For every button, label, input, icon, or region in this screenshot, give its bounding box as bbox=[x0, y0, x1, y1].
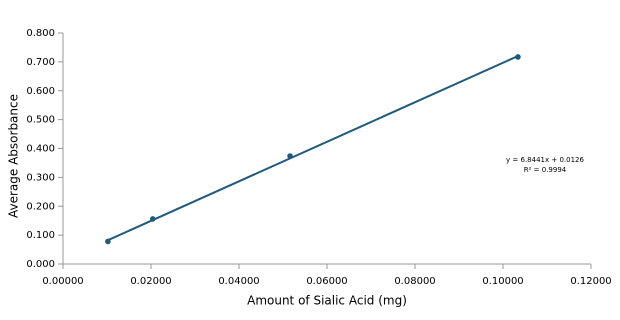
y-tick-label: 0.300 bbox=[26, 172, 55, 183]
x-tick-label: 0.08000 bbox=[394, 276, 435, 287]
x-tick-label: 0.12000 bbox=[570, 276, 611, 287]
y-tick-label: 0.000 bbox=[26, 259, 55, 270]
y-axis-title: Average Absorbance bbox=[7, 94, 21, 218]
y-tick-label: 0.800 bbox=[26, 28, 55, 39]
x-tick-label: 0.04000 bbox=[218, 276, 259, 287]
data-point bbox=[149, 216, 156, 222]
y-tick-label: 0.400 bbox=[26, 144, 55, 155]
trendline-r-squared: R² = 0.9994 bbox=[524, 166, 567, 174]
y-tick-label: 0.500 bbox=[26, 115, 55, 126]
x-tick-label: 0.00000 bbox=[42, 276, 83, 287]
y-tick-label: 0.200 bbox=[26, 201, 55, 212]
y-tick-label: 0.100 bbox=[26, 230, 55, 241]
x-tick-label: 0.02000 bbox=[130, 276, 171, 287]
trendline bbox=[107, 55, 519, 242]
data-point bbox=[515, 54, 521, 60]
y-tick-label: 0.700 bbox=[26, 57, 55, 68]
x-axis-title: Amount of Sialic Acid (mg) bbox=[247, 294, 407, 308]
x-tick-label: 0.10000 bbox=[482, 276, 523, 287]
data-point bbox=[105, 238, 111, 245]
y-tick-label: 0.600 bbox=[26, 86, 55, 97]
x-tick-label: 0.06000 bbox=[306, 276, 347, 287]
trendline-equation: y = 6.8441x + 0.0126 bbox=[506, 156, 584, 164]
data-point bbox=[287, 153, 293, 159]
